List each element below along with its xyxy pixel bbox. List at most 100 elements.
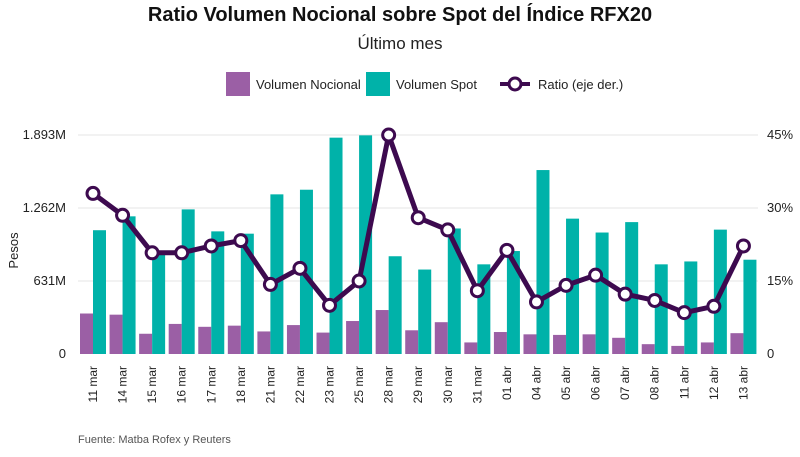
legend-swatch-nocional bbox=[226, 72, 250, 96]
y2-tick-label: 15% bbox=[767, 273, 793, 288]
bar-nocional bbox=[553, 334, 567, 354]
bar-spot bbox=[625, 222, 639, 354]
x-tick-label: 07 abr bbox=[618, 366, 632, 400]
bar-spot bbox=[743, 259, 757, 354]
ratio-point bbox=[676, 305, 692, 321]
bar-nocional bbox=[493, 332, 507, 354]
ratio-point bbox=[558, 277, 574, 293]
ratio-point bbox=[351, 273, 367, 289]
y2-tick-label: 45% bbox=[767, 127, 793, 142]
x-tick-label: 04 abr bbox=[529, 366, 543, 400]
legend-swatch-spot bbox=[366, 72, 390, 96]
ratio-point bbox=[115, 207, 131, 223]
bar-spot bbox=[329, 137, 343, 354]
bar-nocional bbox=[730, 333, 744, 354]
bar-nocional bbox=[257, 331, 271, 354]
ratio-point bbox=[381, 127, 397, 143]
bar-nocional bbox=[109, 314, 123, 354]
bar-nocional bbox=[168, 323, 182, 354]
bar-spot bbox=[654, 264, 668, 354]
legend-label-nocional: Volumen Nocional bbox=[256, 76, 361, 92]
ratio-point bbox=[440, 222, 456, 238]
bar-nocional bbox=[80, 313, 93, 354]
x-tick-label: 13 abr bbox=[736, 366, 750, 400]
bar-nocional bbox=[316, 332, 330, 354]
x-tick-label: 11 mar bbox=[86, 366, 100, 402]
bar-nocional bbox=[139, 333, 153, 354]
y-tick-label: 1.262M bbox=[23, 200, 66, 215]
legend-item-nocional: Volumen Nocional bbox=[226, 72, 361, 96]
bar-nocional bbox=[198, 326, 212, 354]
bar-spot bbox=[595, 232, 609, 354]
ratio-point bbox=[528, 294, 544, 310]
bar-spot bbox=[211, 231, 225, 354]
y2-tick-label: 30% bbox=[767, 200, 793, 215]
bar-spot bbox=[536, 170, 550, 354]
ratio-point bbox=[499, 242, 515, 258]
bar-nocional bbox=[434, 322, 448, 354]
x-tick-label: 17 mar bbox=[204, 366, 218, 403]
x-tick-label: 16 mar bbox=[175, 366, 189, 403]
bar-spot bbox=[181, 209, 195, 354]
bar-nocional bbox=[671, 345, 685, 354]
bar-nocional bbox=[405, 330, 419, 354]
bar-nocional bbox=[641, 344, 655, 354]
chart-title: Ratio Volumen Nocional sobre Spot del Ín… bbox=[147, 4, 653, 26]
y-tick-label: 0 bbox=[59, 346, 66, 361]
x-tick-label: 25 mar bbox=[352, 366, 366, 403]
y-tick-label: 631M bbox=[33, 273, 66, 288]
y-tick-label: 1.893M bbox=[23, 127, 66, 142]
ratio-point bbox=[292, 260, 308, 276]
x-tick-label: 18 mar bbox=[234, 366, 248, 403]
bar-nocional bbox=[582, 334, 596, 354]
x-tick-label: 08 abr bbox=[648, 366, 662, 400]
x-tick-label: 14 mar bbox=[116, 366, 130, 403]
bar-spot bbox=[447, 228, 461, 354]
bar-spot bbox=[93, 230, 106, 354]
ratio-point bbox=[735, 238, 751, 254]
x-tick-label: 12 abr bbox=[707, 366, 721, 400]
x-tick-label: 15 mar bbox=[145, 366, 159, 403]
chart-subtitle: Último mes bbox=[357, 34, 443, 53]
ratio-point bbox=[322, 297, 338, 313]
bar-nocional bbox=[227, 325, 241, 354]
ratio-point bbox=[410, 210, 426, 226]
x-tick-label: 21 mar bbox=[263, 366, 277, 403]
legend: Volumen Nocional Volumen Spot Ratio (eje… bbox=[0, 72, 800, 96]
ratio-point bbox=[617, 286, 633, 302]
bar-nocional bbox=[612, 337, 626, 354]
x-tick-label: 06 abr bbox=[589, 366, 603, 400]
bar-spot bbox=[506, 251, 520, 354]
ratio-point bbox=[144, 245, 160, 261]
bar-spot bbox=[240, 233, 254, 354]
x-tick-label: 01 abr bbox=[500, 366, 514, 400]
x-tick-label: 11 abr bbox=[677, 366, 691, 399]
legend-item-spot: Volumen Spot bbox=[366, 72, 477, 96]
ratio-point bbox=[174, 245, 190, 261]
x-tick-label: 05 abr bbox=[559, 366, 573, 400]
bar-nocional bbox=[286, 325, 300, 354]
legend-swatch-ratio bbox=[500, 76, 530, 92]
ratio-point bbox=[203, 238, 219, 254]
bar-nocional bbox=[375, 310, 389, 354]
bar-spot bbox=[122, 216, 136, 354]
bar-nocional bbox=[523, 334, 537, 354]
x-tick-label: 23 mar bbox=[323, 366, 337, 403]
x-tick-label: 22 mar bbox=[293, 366, 307, 403]
x-tick-label: 28 mar bbox=[382, 366, 396, 403]
x-tick-label: 29 mar bbox=[411, 366, 425, 403]
legend-label-ratio: Ratio (eje der.) bbox=[538, 76, 624, 92]
y2-tick-label: 0 bbox=[767, 346, 774, 361]
bar-spot bbox=[270, 194, 284, 354]
bar-spot bbox=[418, 269, 432, 354]
ratio-point bbox=[588, 267, 604, 283]
legend-item-ratio: Ratio (eje der.) bbox=[500, 72, 623, 96]
x-tick-label: 31 mar bbox=[470, 366, 484, 403]
ratio-point bbox=[469, 283, 485, 299]
y-axis-title: Pesos bbox=[6, 232, 21, 269]
ratio-point bbox=[706, 298, 722, 314]
source-note: Fuente: Matba Rofex y Reuters bbox=[78, 434, 231, 446]
ratio-point bbox=[233, 233, 249, 249]
bar-spot bbox=[388, 256, 402, 354]
